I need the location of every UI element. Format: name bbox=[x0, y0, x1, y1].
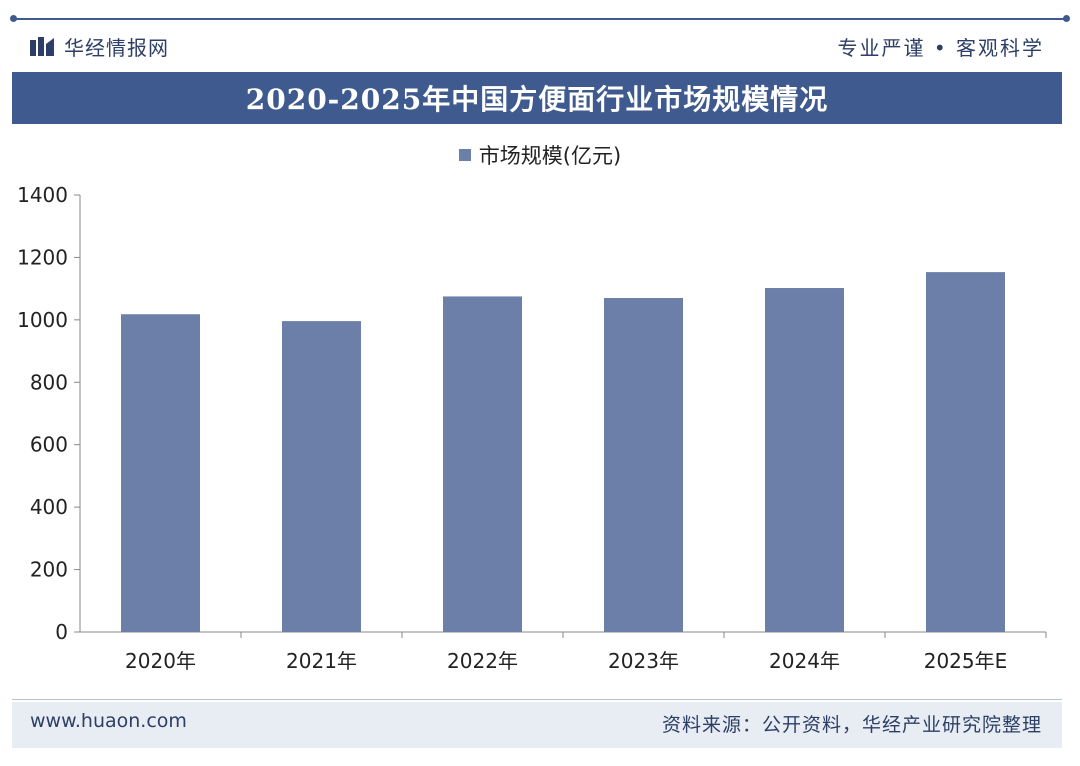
y-tick-label: 1400 bbox=[17, 183, 68, 207]
y-tick-label: 0 bbox=[55, 620, 68, 644]
footer-rule bbox=[12, 699, 1062, 700]
x-tick-label: 2021年 bbox=[286, 649, 357, 673]
bar bbox=[765, 288, 844, 632]
x-tick-label: 2020年 bbox=[125, 649, 196, 673]
top-rule bbox=[10, 15, 1070, 22]
footer-source: 资料来源：公开资料，华经产业研究院整理 bbox=[661, 714, 1042, 736]
bar bbox=[282, 321, 361, 632]
brand-logo[interactable]: 华经情报网 bbox=[30, 32, 169, 61]
bar bbox=[121, 314, 200, 632]
footer-website[interactable]: www.huaon.com bbox=[30, 710, 187, 732]
brand-name: 华经情报网 bbox=[64, 36, 169, 60]
chart-title: 2020-2025年中国方便面行业市场规模情况 bbox=[245, 83, 829, 116]
x-tick-label: 2025年E bbox=[924, 649, 1008, 673]
bar bbox=[443, 296, 522, 632]
y-tick-label: 800 bbox=[30, 370, 68, 394]
footer-band bbox=[12, 702, 1062, 748]
header: 华经情报网 专业严谨 • 客观科学 bbox=[30, 26, 1044, 66]
y-tick-label: 600 bbox=[30, 433, 68, 457]
x-tick-label: 2023年 bbox=[608, 649, 679, 673]
slogan: 专业严谨 • 客观科学 bbox=[837, 36, 1044, 60]
title-band: 2020-2025年中国方便面行业市场规模情况 bbox=[12, 72, 1062, 124]
y-tick-label: 400 bbox=[30, 495, 68, 519]
bar-chart: 0 200 400 600 800 1000 1200 1400 2020年 2021年 2022年… bbox=[17, 183, 1047, 673]
y-tick-label: 1000 bbox=[17, 308, 68, 332]
legend-swatch bbox=[458, 149, 471, 161]
x-tick-label: 2022年 bbox=[447, 649, 518, 673]
y-tick-label: 200 bbox=[30, 558, 68, 582]
bar bbox=[604, 298, 683, 632]
legend: 市场规模(亿元) bbox=[0, 140, 1080, 170]
legend-label: 市场规模(亿元) bbox=[478, 144, 622, 168]
x-tick-label: 2024年 bbox=[769, 649, 840, 673]
y-tick-label: 1200 bbox=[17, 245, 68, 269]
bar bbox=[926, 272, 1005, 632]
brand-logo-icon bbox=[30, 36, 54, 56]
